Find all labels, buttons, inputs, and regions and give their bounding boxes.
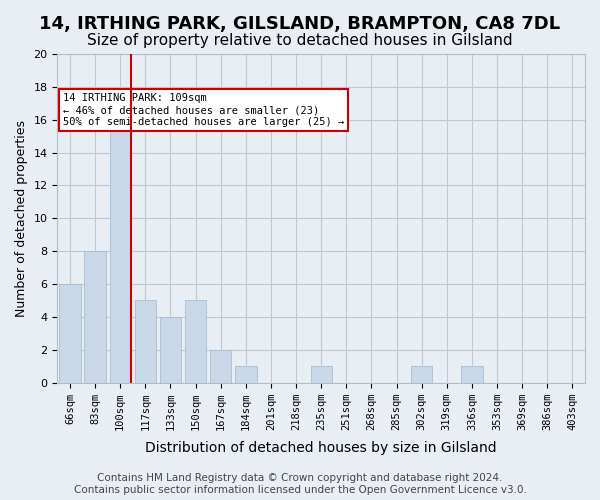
Bar: [311, 366, 332, 382]
Bar: [134, 300, 156, 382]
Text: 14 IRTHING PARK: 109sqm
← 46% of detached houses are smaller (23)
50% of semi-de: 14 IRTHING PARK: 109sqm ← 46% of detache…: [62, 94, 344, 126]
Text: Size of property relative to detached houses in Gilsland: Size of property relative to detached ho…: [87, 32, 513, 48]
Y-axis label: Number of detached properties: Number of detached properties: [15, 120, 28, 317]
Bar: [59, 284, 80, 382]
Text: Contains HM Land Registry data © Crown copyright and database right 2024.
Contai: Contains HM Land Registry data © Crown c…: [74, 474, 526, 495]
Bar: [185, 300, 206, 382]
Bar: [411, 366, 433, 382]
Bar: [235, 366, 257, 382]
Bar: [85, 251, 106, 382]
X-axis label: Distribution of detached houses by size in Gilsland: Distribution of detached houses by size …: [145, 441, 497, 455]
Bar: [210, 350, 232, 382]
Bar: [110, 104, 131, 382]
Bar: [461, 366, 482, 382]
Bar: [160, 317, 181, 382]
Text: 14, IRTHING PARK, GILSLAND, BRAMPTON, CA8 7DL: 14, IRTHING PARK, GILSLAND, BRAMPTON, CA…: [40, 15, 560, 33]
